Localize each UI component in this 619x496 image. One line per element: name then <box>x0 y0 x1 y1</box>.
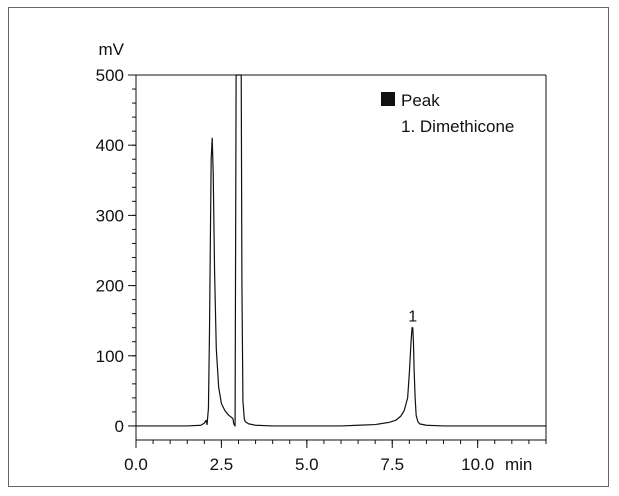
x-tick-label: 5.0 <box>295 455 319 474</box>
y-tick-label: 0 <box>115 417 124 436</box>
x-tick-label: 0.0 <box>124 455 148 474</box>
x-tick-label: 7.5 <box>380 455 404 474</box>
y-tick-label: 300 <box>96 206 124 225</box>
x-tick-label: 10.0 <box>461 455 494 474</box>
chromatogram-trace <box>136 74 546 427</box>
x-tick-label: 2.5 <box>210 455 234 474</box>
y-tick-label: 500 <box>96 66 124 85</box>
chart-frame <box>8 7 609 487</box>
y-tick-label: 200 <box>96 277 124 296</box>
legend-title: Peak <box>401 91 440 110</box>
axis-tick-labels: 0.0 2.5 5.0 7.5 10.0 0 100 200 300 400 500 <box>96 66 495 474</box>
x-axis-unit-label: min <box>505 455 532 474</box>
axis-ticks <box>128 74 547 448</box>
y-tick-label: 100 <box>96 347 124 366</box>
y-axis-unit-label: mV <box>99 40 125 59</box>
legend-entry: 1. Dimethicone <box>401 117 514 136</box>
legend-marker-square <box>381 92 395 106</box>
y-tick-label: 400 <box>96 136 124 155</box>
legend: Peak 1. Dimethicone <box>381 91 514 136</box>
peak-annotation-label: 1 <box>408 309 417 326</box>
